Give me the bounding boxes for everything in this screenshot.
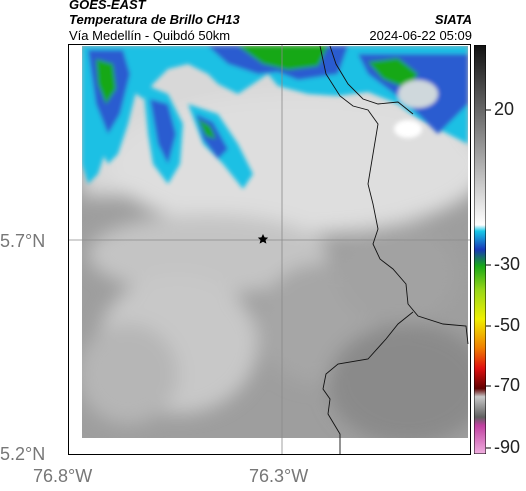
- grid-lines: [68, 44, 471, 455]
- datetime-label: 2024-06-22 05:09: [369, 28, 472, 43]
- lon-tick-label: 76.3°W: [249, 466, 309, 486]
- satellite-image: [82, 46, 468, 438]
- lat-tick-label: 5.7°N: [0, 231, 46, 251]
- product-title: Temperatura de Brillo CH13: [69, 12, 240, 27]
- colorbar-label: 20: [494, 99, 515, 119]
- colorbar-label: -90: [494, 437, 521, 457]
- brightness-temperature-map: [68, 44, 471, 455]
- temperature-colorbar: [474, 45, 486, 454]
- boundary-line-top: [329, 45, 414, 115]
- lon-tick-label: 76.8°W: [33, 466, 93, 486]
- colorbar-ticks: [486, 109, 491, 449]
- satellite-title: GOES-EAST: [69, 0, 146, 12]
- colorbar-label: -70: [494, 375, 521, 395]
- lat-tick-label: 5.2°N: [0, 444, 46, 464]
- organization-label: SIATA: [434, 12, 472, 27]
- star-icon: [257, 234, 269, 244]
- border-line: [319, 45, 469, 455]
- colorbar-label: -50: [494, 315, 521, 335]
- route-subtitle: Vía Medellín - Quibdó 50km: [69, 28, 231, 43]
- colorbar-label: -30: [494, 254, 521, 274]
